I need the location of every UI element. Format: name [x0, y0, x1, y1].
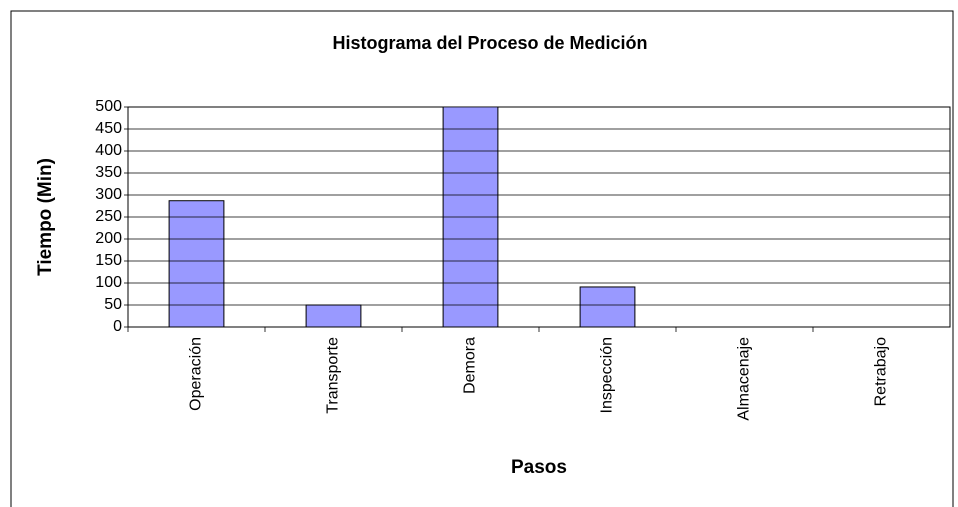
y-tick-label: 350: [95, 164, 122, 181]
x-axis-title: Pasos: [511, 457, 567, 478]
y-tick-label: 250: [95, 208, 122, 225]
y-axis-title: Tiempo (Min): [35, 158, 56, 276]
y-tick-label: 100: [95, 274, 122, 291]
y-tick-label: 0: [113, 318, 122, 335]
y-tick-label: 400: [95, 142, 122, 159]
bar: [442, 107, 499, 327]
chart-title: Histograma del Proceso de Medición: [332, 33, 647, 53]
x-tick-label: Transporte: [325, 337, 342, 414]
x-tick-label: Demora: [462, 337, 479, 394]
bar: [579, 286, 636, 327]
y-tick-label: 50: [104, 296, 122, 313]
x-tick-label: Retrabajo: [873, 337, 890, 406]
y-tick-label: 150: [95, 252, 122, 269]
y-tick-label: 200: [95, 230, 122, 247]
y-tick-label: 300: [95, 186, 122, 203]
bar: [168, 200, 225, 327]
bar: [305, 304, 362, 327]
x-tick-label: Almacenaje: [736, 337, 753, 421]
y-tick-label: 450: [95, 120, 122, 137]
y-tick-label: 500: [95, 98, 122, 115]
x-tick-label: Operación: [188, 337, 205, 411]
chart-frame: [10, 10, 954, 507]
x-tick-label: Inspección: [599, 337, 616, 414]
